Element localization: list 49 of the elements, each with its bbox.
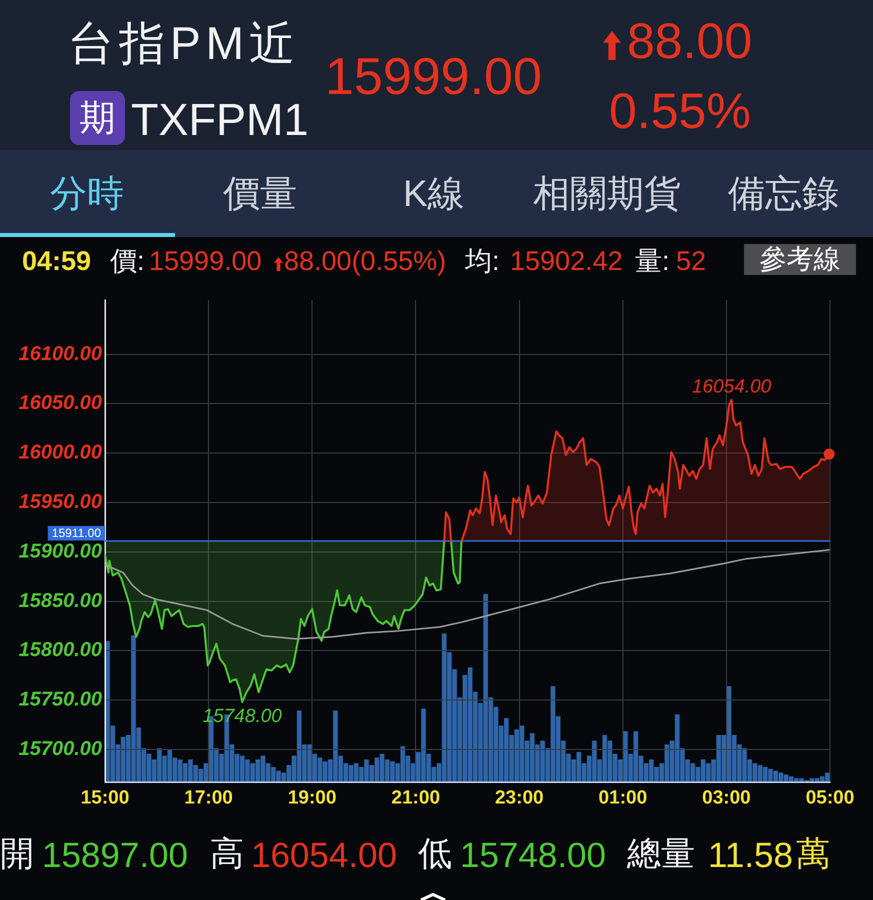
text: K線 (403, 173, 465, 214)
x-tick-label: 01:00 (598, 788, 648, 809)
x-tick-label: 15:00 (80, 788, 130, 809)
x-tick-label: 23:00 (494, 788, 544, 809)
text: 88.00 (627, 13, 752, 69)
text: 15902.42 (510, 246, 623, 276)
y-tick-label: 15850.00 (18, 590, 102, 612)
text: 總量 (627, 835, 695, 873)
x-tick-label: 19:00 (288, 788, 336, 809)
text: 相關期貨 (533, 173, 681, 214)
y-tick-label: 15950.00 (18, 490, 102, 513)
text: 52 (676, 246, 706, 276)
text: 16054.00 (251, 836, 397, 875)
text: 高 (210, 835, 244, 873)
text: 0.55% (609, 83, 751, 139)
text: 低 (418, 835, 452, 873)
x-tick-label: 03:00 (702, 788, 751, 809)
text: 04:59 (22, 246, 92, 276)
text: 15999.00 (149, 246, 262, 276)
annotation: 16054.00 (692, 376, 772, 398)
x-tick-label: 17:00 (184, 788, 233, 809)
chart-title: 台指PM近 (68, 17, 300, 69)
text: 備忘錄 (728, 173, 839, 214)
y-tick-label: 15800.00 (18, 639, 102, 662)
text: 11.58 (708, 836, 793, 875)
text: 量: (635, 246, 670, 276)
annotation: 15748.00 (202, 706, 282, 727)
text: 15999.00 (325, 48, 542, 106)
text: 15748.00 (460, 836, 606, 875)
text: 開 (0, 835, 34, 873)
x-tick-label: 05:00 (806, 788, 854, 809)
y-tick-label: 16100.00 (18, 342, 102, 365)
button: 參考線 (744, 244, 856, 275)
ref-line-label: 15911.00 (52, 526, 102, 540)
y-tick-label: 16000.00 (18, 442, 102, 464)
text: 價量 (223, 173, 297, 214)
text: 88.00(0.55%) (284, 246, 446, 276)
text: 價: (110, 246, 145, 276)
text: 萬 (796, 835, 830, 873)
text: 15897.00 (42, 836, 188, 875)
y-tick-label: 15750.00 (18, 688, 102, 711)
text: 分時 (50, 173, 124, 214)
y-tick-label: 16050.00 (18, 392, 102, 414)
x-tick-label: 21:00 (391, 788, 440, 809)
text: 均: (465, 246, 500, 276)
chart-subtitle: TXFPM1 (131, 94, 309, 145)
badge: 期 (70, 91, 125, 145)
y-tick-label: 15700.00 (18, 738, 102, 760)
y-tick-label: 15900.00 (18, 540, 102, 562)
